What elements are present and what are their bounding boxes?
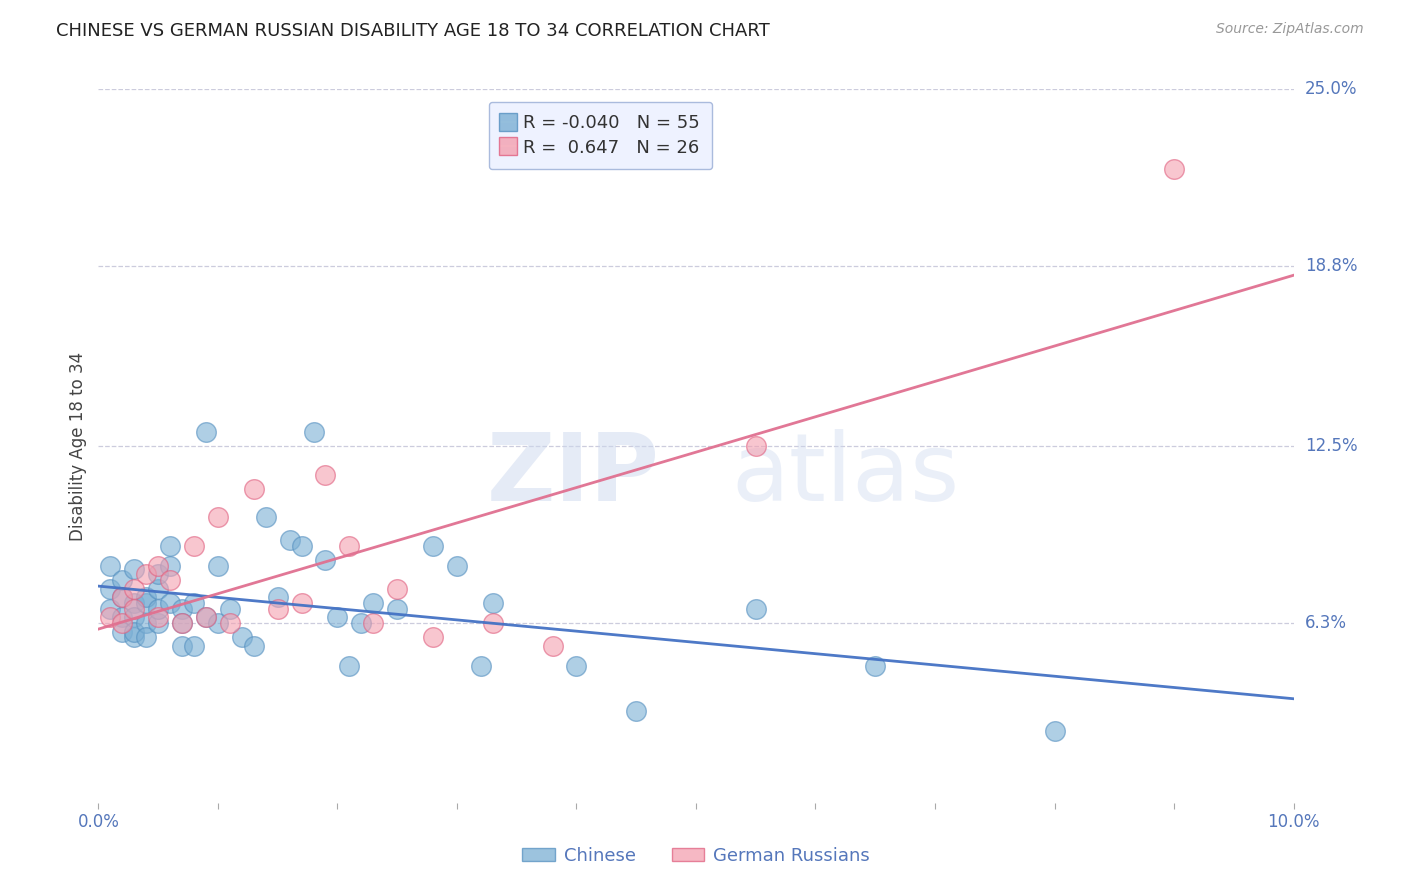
Point xyxy=(135,615,157,630)
Point xyxy=(159,539,181,553)
Text: 18.8%: 18.8% xyxy=(1305,257,1357,275)
Point xyxy=(159,573,181,587)
Point xyxy=(267,601,290,615)
Point xyxy=(481,596,505,610)
Point xyxy=(565,658,588,673)
Point xyxy=(315,553,337,567)
Point xyxy=(326,610,349,624)
Point xyxy=(446,558,468,573)
Point xyxy=(350,615,373,630)
Point xyxy=(481,615,505,630)
Point xyxy=(172,615,194,630)
Text: atlas: atlas xyxy=(733,428,960,521)
Point xyxy=(159,558,181,573)
Point xyxy=(148,610,170,624)
Point xyxy=(1163,162,1185,177)
Point xyxy=(219,601,242,615)
Point xyxy=(231,630,253,644)
Point xyxy=(135,567,157,582)
Point xyxy=(422,539,444,553)
Point xyxy=(385,601,409,615)
Point xyxy=(124,630,146,644)
Point xyxy=(111,591,134,605)
Point xyxy=(290,539,312,553)
Point xyxy=(98,601,122,615)
Point xyxy=(207,510,229,524)
Point xyxy=(135,596,157,610)
Point xyxy=(385,582,409,596)
Point xyxy=(278,533,301,548)
Point xyxy=(124,624,146,639)
Point xyxy=(183,639,205,653)
Point xyxy=(290,596,312,610)
Text: CHINESE VS GERMAN RUSSIAN DISABILITY AGE 18 TO 34 CORRELATION CHART: CHINESE VS GERMAN RUSSIAN DISABILITY AGE… xyxy=(56,22,770,40)
Point xyxy=(148,601,170,615)
Point xyxy=(339,539,360,553)
Point xyxy=(111,615,134,630)
Point xyxy=(745,439,768,453)
Point xyxy=(124,601,146,615)
Point xyxy=(194,610,218,624)
Y-axis label: Disability Age 18 to 34: Disability Age 18 to 34 xyxy=(69,351,87,541)
Point xyxy=(207,615,229,630)
Point xyxy=(194,425,218,439)
Point xyxy=(148,582,170,596)
Point xyxy=(1043,724,1066,739)
Point xyxy=(219,615,242,630)
Legend: Chinese, German Russians: Chinese, German Russians xyxy=(515,840,877,872)
Point xyxy=(865,658,887,673)
Point xyxy=(124,582,146,596)
Point xyxy=(148,558,170,573)
Point xyxy=(124,596,146,610)
Point xyxy=(183,596,205,610)
Point xyxy=(159,596,181,610)
Point xyxy=(541,639,564,653)
Point xyxy=(111,624,134,639)
Point xyxy=(745,601,768,615)
Point xyxy=(339,658,360,673)
Point xyxy=(183,539,205,553)
Text: Source: ZipAtlas.com: Source: ZipAtlas.com xyxy=(1216,22,1364,37)
Point xyxy=(172,615,194,630)
Point xyxy=(124,562,146,576)
Point xyxy=(422,630,444,644)
Point xyxy=(243,482,266,496)
Point xyxy=(194,610,218,624)
Point xyxy=(624,705,647,719)
Point xyxy=(98,610,122,624)
Point xyxy=(172,639,194,653)
Point xyxy=(148,567,170,582)
Point xyxy=(267,591,290,605)
Point xyxy=(98,582,122,596)
Point xyxy=(470,658,492,673)
Point xyxy=(111,591,134,605)
Point xyxy=(98,558,122,573)
Text: 12.5%: 12.5% xyxy=(1305,437,1357,455)
Point xyxy=(124,610,146,624)
Text: 6.3%: 6.3% xyxy=(1305,614,1347,632)
Point xyxy=(254,510,277,524)
Point xyxy=(111,610,134,624)
Point xyxy=(135,591,157,605)
Point xyxy=(243,639,266,653)
Point xyxy=(172,601,194,615)
Point xyxy=(135,630,157,644)
Point xyxy=(315,467,337,482)
Text: 25.0%: 25.0% xyxy=(1305,80,1357,98)
Point xyxy=(302,425,325,439)
Point xyxy=(148,615,170,630)
Text: ZIP: ZIP xyxy=(488,428,661,521)
Point xyxy=(207,558,229,573)
Point xyxy=(363,596,385,610)
Point xyxy=(363,615,385,630)
Point xyxy=(111,573,134,587)
